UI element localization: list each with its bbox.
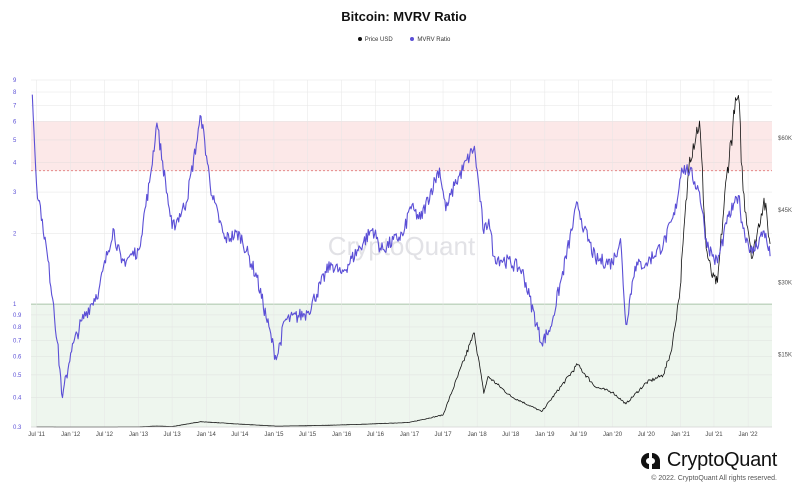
x-tick-label: Jul '11 <box>28 432 45 438</box>
brand: CryptoQuant <box>640 449 777 472</box>
x-tick-label: Jul '18 <box>502 432 520 438</box>
x-tick-label: Jan '17 <box>400 432 420 438</box>
x-tick-label: Jul '19 <box>570 432 588 438</box>
right-tick-label: $15K <box>778 353 792 359</box>
x-tick-label: Jan '22 <box>738 432 758 438</box>
x-tick-label: Jul '17 <box>434 432 452 438</box>
legend: Price USD MVRV Ratio <box>0 37 808 43</box>
left-tick-label: 1 <box>13 302 17 308</box>
left-tick-label: 2 <box>13 231 17 237</box>
left-tick-label: 7 <box>13 104 17 110</box>
band-0 <box>31 304 772 427</box>
x-tick-label: Jul '13 <box>164 432 182 438</box>
x-tick-label: Jan '12 <box>61 432 81 438</box>
legend-swatch-price <box>357 37 362 42</box>
left-tick-label: 0.5 <box>13 373 22 379</box>
x-tick-label: Jul '15 <box>299 432 317 438</box>
series-line-price <box>36 95 771 428</box>
left-tick-label: 5 <box>13 138 17 144</box>
brand-name: CryptoQuant <box>666 449 777 471</box>
x-tick-label: Jan '16 <box>332 432 352 438</box>
left-tick-label: 0.6 <box>13 354 22 360</box>
legend-label-mvrv: MVRV Ratio <box>417 37 451 43</box>
x-tick-label: Jan '13 <box>129 432 149 438</box>
x-tick-label: Jul '21 <box>705 432 723 438</box>
x-tick-label: Jan '15 <box>264 432 284 438</box>
x-tick-label: Jul '12 <box>96 432 114 438</box>
right-tick-label: $45K <box>778 208 792 214</box>
watermark: CryptoQuant <box>328 231 476 261</box>
x-tick-label: Jan '20 <box>603 432 623 438</box>
left-tick-label: 9 <box>13 78 17 84</box>
legend-item-mvrv[interactable]: MVRV Ratio <box>410 37 450 43</box>
x-tick-label: Jan '14 <box>197 432 217 438</box>
x-tick-label: Jul '14 <box>231 432 249 438</box>
chart-title: Bitcoin: MVRV Ratio <box>341 9 467 24</box>
band-1 <box>31 121 772 171</box>
left-tick-label: 8 <box>13 90 17 96</box>
left-tick-label: 6 <box>13 119 17 125</box>
left-tick-label: 0.4 <box>13 396 22 402</box>
copyright: © 2022. CryptoQuant All rights reserved. <box>651 475 777 482</box>
left-tick-label: 3 <box>13 190 17 196</box>
left-tick-label: 4 <box>13 161 17 167</box>
right-tick-label: $60K <box>778 136 792 142</box>
x-tick-label: Jan '19 <box>535 432 555 438</box>
x-tick-label: Jul '16 <box>367 432 385 438</box>
legend-swatch-mvrv <box>410 37 415 42</box>
series-line-mvrv <box>31 94 771 399</box>
x-tick-label: Jan '18 <box>468 432 488 438</box>
x-tick-label: Jan '21 <box>671 432 691 438</box>
left-tick-label: 0.7 <box>13 339 22 345</box>
left-tick-label: 0.9 <box>13 313 22 319</box>
legend-label-price: Price USD <box>364 37 393 43</box>
left-tick-label: 0.3 <box>13 425 22 431</box>
cryptoquant-logo-icon <box>640 452 660 469</box>
legend-item-price[interactable]: Price USD <box>357 37 393 43</box>
left-tick-label: 0.8 <box>13 325 22 331</box>
x-tick-label: Jul '20 <box>638 432 656 438</box>
right-tick-label: $30K <box>778 280 792 286</box>
